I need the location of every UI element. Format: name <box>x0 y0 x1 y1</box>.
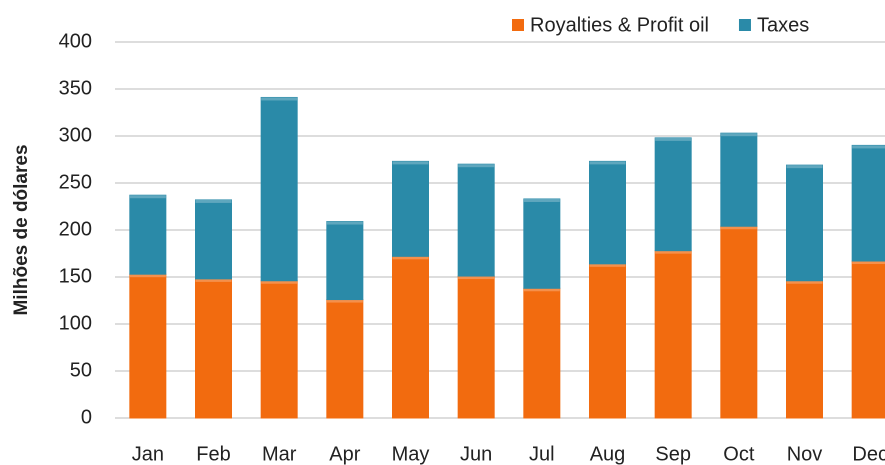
bar-highlight <box>195 199 232 203</box>
bar-segment <box>589 160 626 265</box>
bar-segment <box>523 287 561 419</box>
bar-highlight <box>326 221 363 225</box>
x-tick-label: Aug <box>590 443 626 465</box>
bar-segment <box>195 278 232 419</box>
bar-segment <box>195 199 232 280</box>
y-tick-label: 150 <box>59 265 92 287</box>
bar-highlight <box>720 226 757 230</box>
y-tick-label: 300 <box>59 124 92 146</box>
bar-segment <box>851 144 885 262</box>
bar-highlight <box>326 299 363 303</box>
bar-highlight <box>852 145 885 149</box>
y-tick-label: 50 <box>70 359 92 381</box>
bar-segment <box>720 132 758 227</box>
y-tick-label: 350 <box>59 77 92 99</box>
bar-segment <box>129 194 167 275</box>
bar-segment <box>392 255 429 419</box>
bar-segment <box>786 280 823 419</box>
x-tick-label: Sep <box>655 443 691 465</box>
bar-highlight <box>392 256 429 260</box>
y-tick-label: 100 <box>59 312 92 334</box>
bar-highlight <box>655 250 692 254</box>
bar-segment <box>260 96 298 282</box>
bar-highlight <box>852 261 885 265</box>
bar-highlight <box>589 161 626 165</box>
bar-highlight <box>720 133 757 137</box>
y-tick-label: 250 <box>59 171 92 193</box>
bar-highlight <box>392 161 429 165</box>
x-tick-label: Nov <box>787 443 823 465</box>
y-tick-label: 400 <box>59 30 92 52</box>
bar-segment <box>654 137 692 252</box>
x-tick-label: Dec <box>852 443 885 465</box>
legend-label: Royalties & Profit oil <box>530 14 709 36</box>
bar-highlight <box>786 280 823 284</box>
x-tick-label: Jan <box>132 443 164 465</box>
x-tick-label: May <box>392 443 430 465</box>
bar-segment <box>654 250 692 419</box>
bar-segment <box>523 198 561 289</box>
bar-highlight <box>261 280 298 284</box>
bar-segment <box>326 221 364 301</box>
bar-segment <box>392 160 429 257</box>
x-tick-label: Oct <box>723 443 755 465</box>
bar-highlight <box>589 263 626 267</box>
bar-segment <box>326 299 364 419</box>
bar-highlight <box>195 278 232 282</box>
x-tick-label: Feb <box>196 443 230 465</box>
bar-highlight <box>655 137 692 141</box>
bar-segment <box>457 275 495 419</box>
bar-segment <box>851 260 885 419</box>
legend-label: Taxes <box>757 14 809 36</box>
bar-highlight <box>786 165 823 169</box>
bar-highlight <box>261 97 298 101</box>
bar-segment <box>457 163 495 277</box>
bar-segment <box>129 273 167 419</box>
y-tick-label: 0 <box>81 406 92 428</box>
legend-swatch <box>738 19 751 31</box>
x-tick-label: Jul <box>529 443 555 465</box>
bar-segment <box>786 164 823 282</box>
x-tick-label: Apr <box>329 443 360 465</box>
bar-segment <box>589 263 626 419</box>
x-tick-label: Mar <box>262 443 297 465</box>
bar-segment <box>260 280 298 419</box>
bar-highlight <box>129 195 166 199</box>
bar-highlight <box>523 288 560 292</box>
bar-highlight <box>129 274 166 278</box>
x-tick-label: Jun <box>460 443 492 465</box>
bar-segment <box>720 225 758 419</box>
bar-highlight <box>458 276 495 280</box>
y-tick-label: 200 <box>59 218 92 240</box>
bar-highlight <box>523 198 560 202</box>
y-axis-label: Milhões de dólares <box>11 144 32 315</box>
legend-swatch <box>512 19 524 31</box>
bar-highlight <box>458 164 495 168</box>
